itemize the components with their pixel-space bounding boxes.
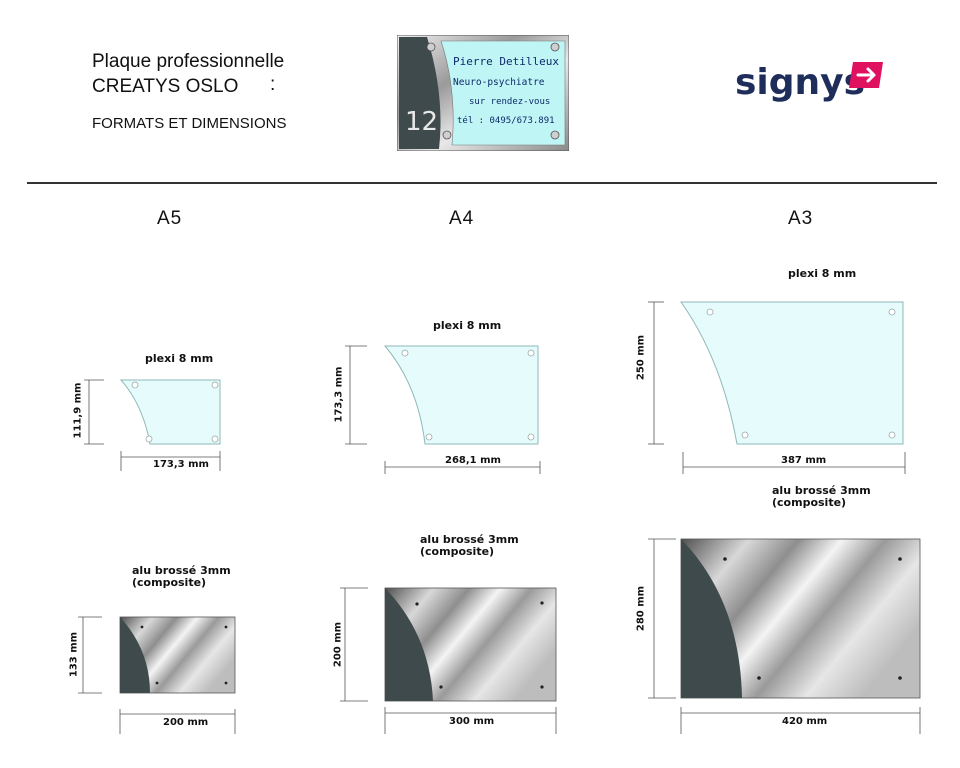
plexi-plate-a4 (383, 345, 539, 445)
material-label-plexi-a3: plexi 8 mm (788, 267, 857, 280)
alu-plate-a4 (384, 587, 557, 702)
height-label-alu-a4: 200 mm (332, 621, 344, 668)
dim-lines-plexi-a3 (648, 301, 906, 474)
size-label-a3: A3 (788, 208, 814, 229)
width-label-plexi-a5: 173,3 mm (153, 459, 209, 470)
material-line1-alu-a4: alu brossé 3mm (420, 533, 519, 546)
plexi-plate-a3 (680, 301, 904, 445)
plate-phone: tél : 0495/673.891 (457, 116, 555, 126)
height-label-alu-a3: 280 mm (635, 585, 647, 632)
plate-number: 12 (405, 107, 439, 137)
height-label-plexi-a5: 111,9 mm (72, 382, 84, 439)
size-label-a4: A4 (449, 208, 475, 229)
material-line2-alu-a4: (composite) (420, 545, 495, 558)
arrow-right-icon (849, 60, 887, 90)
logo-text-1: sig (735, 62, 795, 103)
alu-plate-a3 (680, 538, 921, 699)
material-label-plexi-a5: plexi 8 mm (145, 352, 214, 365)
material-line2-alu-a5: (composite) (132, 576, 207, 589)
dim-lines-alu-a5 (78, 616, 236, 734)
material-label-plexi-a4: plexi 8 mm (433, 319, 502, 332)
width-label-plexi-a4: 268,1 mm (445, 455, 501, 466)
sample-plate-image: 12 Pierre Detilleux Neuro-psychiatre sur… (397, 35, 569, 151)
material-line1-alu-a3: alu brossé 3mm (772, 484, 871, 497)
plate-name: Pierre Detilleux (453, 55, 559, 68)
width-label-alu-a4: 300 mm (449, 716, 495, 727)
title-colon: : (270, 74, 276, 95)
width-label-alu-a3: 420 mm (782, 716, 828, 727)
dim-lines-alu-a4 (340, 587, 557, 734)
alu-plate-a5 (119, 616, 236, 694)
size-label-a5: A5 (157, 208, 183, 229)
width-label-plexi-a3: 387 mm (781, 455, 827, 466)
material-line1-alu-a5: alu brossé 3mm (132, 564, 231, 577)
height-label-alu-a5: 133 mm (68, 631, 80, 678)
height-label-plexi-a3: 250 mm (635, 334, 647, 381)
plexi-plate-a5 (119, 379, 221, 445)
dim-lines-plexi-a5 (84, 379, 221, 471)
dim-lines-alu-a3 (648, 538, 921, 734)
title-line-1: Plaque professionnelle (92, 51, 285, 72)
plate-profession: Neuro-psychiatre (453, 77, 545, 88)
material-label-alu-a5: alu brossé 3mm (composite) (132, 565, 231, 589)
subtitle: FORMATS ET DIMENSIONS (92, 115, 287, 132)
dim-lines-plexi-a4 (345, 345, 541, 474)
height-label-plexi-a4: 173,3 mm (333, 366, 345, 423)
material-label-alu-a4: alu brossé 3mm (composite) (420, 534, 519, 558)
title-line-2: CREATYS OSLO (92, 76, 239, 97)
signys-logo: signys (735, 62, 865, 112)
header-divider (27, 182, 937, 184)
material-line2-alu-a3: (composite) (772, 496, 847, 509)
width-label-alu-a5: 200 mm (163, 717, 209, 728)
plate-appointment: sur rendez-vous (469, 97, 551, 107)
material-label-alu-a3: alu brossé 3mm (composite) (772, 485, 871, 509)
